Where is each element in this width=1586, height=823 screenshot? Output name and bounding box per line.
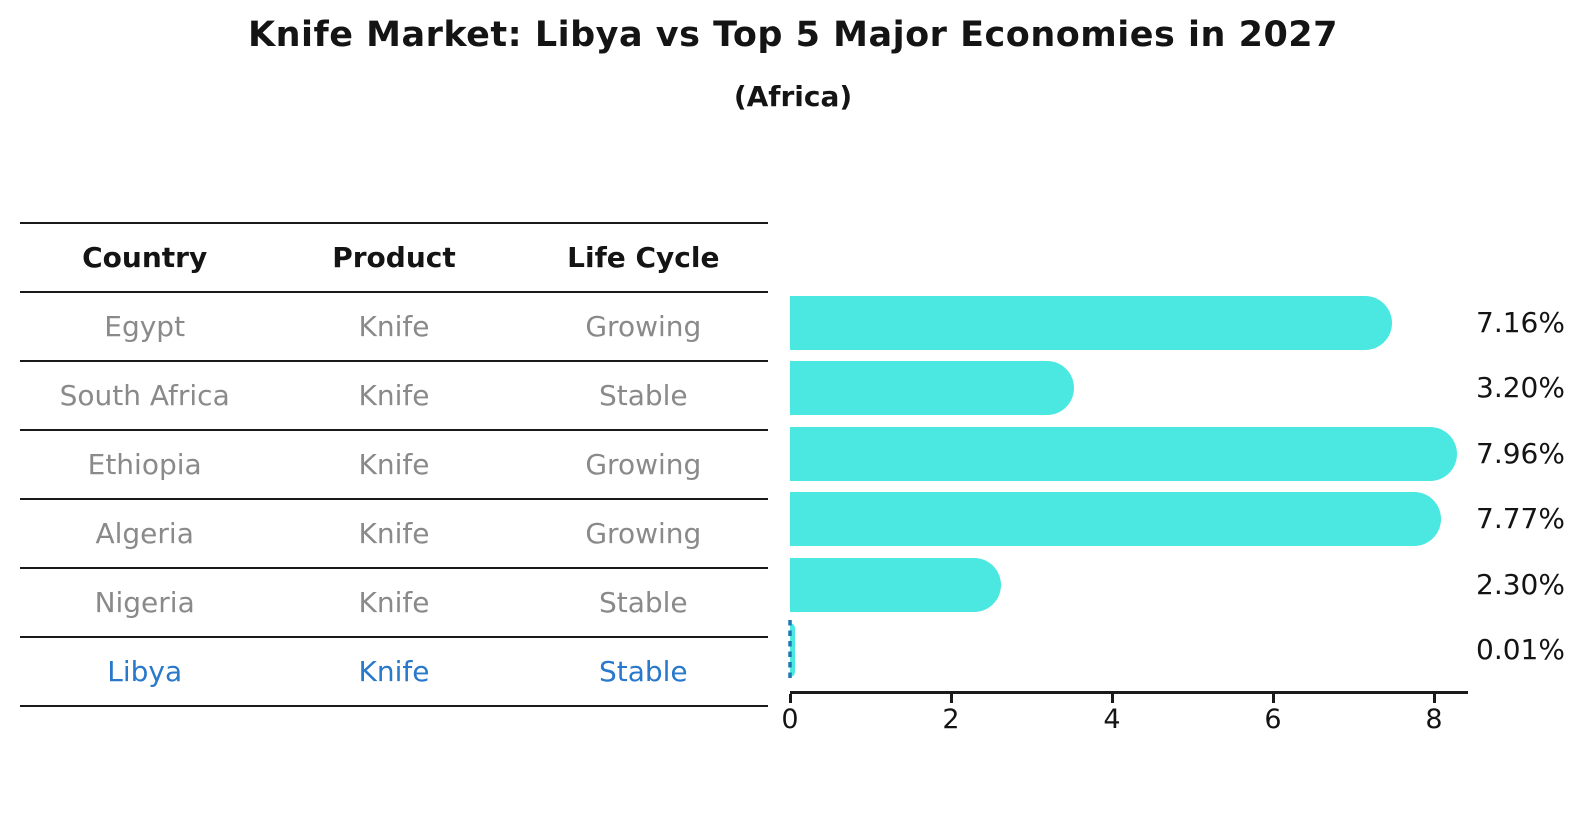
x-axis-line — [790, 691, 1468, 694]
bar-egypt — [790, 296, 1393, 350]
table-row-south-africa: South Africa Knife Stable — [20, 360, 768, 429]
cell-life-cycle: Growing — [585, 517, 702, 550]
bar-row-south-africa: 3.20% — [0, 361, 1586, 416]
value-label-libya: 0.01% — [1476, 633, 1565, 666]
x-axis-tick — [1432, 694, 1436, 703]
x-tick-label: 0 — [781, 704, 799, 735]
x-tick-label: 2 — [942, 704, 960, 735]
bar-south-africa — [790, 361, 1074, 416]
cell-country: Ethiopia — [87, 448, 202, 481]
bar-nigeria — [790, 557, 1002, 612]
x-axis: 0 2 4 6 8 — [0, 691, 1586, 751]
table-row-ethiopia: Ethiopia Knife Growing — [20, 429, 768, 498]
cell-country: South Africa — [59, 379, 230, 412]
cell-product: Knife — [358, 310, 430, 343]
column-header-product: Product — [332, 241, 456, 274]
value-label-algeria: 7.77% — [1476, 502, 1565, 536]
table-row-nigeria: Nigeria Knife Stable — [20, 567, 768, 636]
cell-life-cycle: Stable — [598, 655, 688, 688]
bar-libya — [790, 623, 795, 677]
country-table: Country Product Life Cycle Egypt Knife G… — [20, 222, 768, 707]
value-label-nigeria: 2.30% — [1476, 567, 1565, 601]
cell-product: Knife — [358, 586, 430, 619]
bar-row-algeria: 7.77% — [0, 492, 1586, 547]
cell-country: Egypt — [104, 310, 186, 343]
cell-product: Knife — [358, 655, 430, 688]
value-label-egypt: 7.16% — [1476, 306, 1565, 339]
x-tick-label: 4 — [1103, 704, 1121, 735]
bar-row-egypt: 7.16% — [0, 296, 1586, 350]
column-header-country: Country — [82, 241, 208, 274]
table-row-libya: Libya Knife Stable — [20, 636, 768, 707]
cell-life-cycle: Growing — [585, 448, 702, 481]
bar-row-libya: 0.01% — [0, 620, 1586, 680]
cell-product: Knife — [358, 448, 430, 481]
x-axis-tick — [1110, 694, 1114, 703]
cell-life-cycle: Growing — [585, 310, 702, 343]
value-label-south-africa: 3.20% — [1476, 371, 1565, 405]
bar-row-ethiopia: 7.96% — [0, 426, 1586, 481]
chart-subtitle: (Africa) — [733, 80, 853, 113]
value-label-ethiopia: 7.96% — [1476, 436, 1565, 470]
bar-row-nigeria: 2.30% — [0, 557, 1586, 612]
table-row-egypt: Egypt Knife Growing — [20, 291, 768, 360]
x-tick-label: 6 — [1264, 704, 1282, 735]
table-row-algeria: Algeria Knife Growing — [20, 498, 768, 567]
x-axis-tick — [788, 694, 792, 703]
bar-algeria — [790, 492, 1442, 547]
cell-product: Knife — [358, 379, 430, 412]
libya-dashed-marker-line — [788, 620, 792, 680]
cell-product: Knife — [358, 517, 430, 550]
cell-country: Libya — [107, 655, 183, 688]
cell-country: Algeria — [95, 517, 194, 550]
cell-life-cycle: Stable — [598, 586, 688, 619]
x-axis-tick — [949, 694, 953, 703]
cell-country: Nigeria — [94, 586, 195, 619]
table-header-row: Country Product Life Cycle — [20, 222, 768, 291]
x-tick-label: 8 — [1425, 704, 1443, 735]
x-axis-tick — [1271, 694, 1275, 703]
bar-ethiopia — [790, 426, 1457, 481]
cell-life-cycle: Stable — [598, 379, 688, 412]
column-header-life-cycle: Life Cycle — [567, 241, 720, 274]
chart-title: Knife Market: Libya vs Top 5 Major Econo… — [247, 15, 1339, 55]
